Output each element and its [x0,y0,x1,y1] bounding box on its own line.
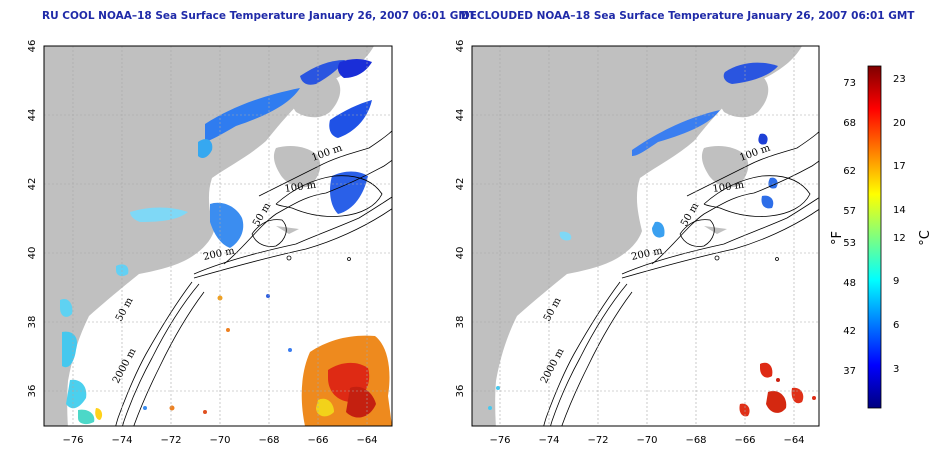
right-lon-tick: −70 [636,435,657,446]
celsius-tick: 9 [893,276,899,287]
colorbar-gradient [867,65,882,409]
colorbar: 73 68 62 57 53 48 42 37 23 20 17 14 12 9… [830,65,933,409]
right-sst-swaths [488,62,816,417]
left-contour-label-100m-b: 100 m [284,180,317,195]
left-lon-tick: −64 [356,435,377,446]
right-lon-tick: −66 [734,435,755,446]
right-lat-tick: 38 [455,316,466,329]
right-panel-title: DECLOUDED NOAA–18 Sea Surface Temperatur… [461,10,915,22]
right-lat-tick: 44 [455,109,466,122]
right-lon-tick: −64 [783,435,804,446]
left-lon-tick: −72 [160,435,181,446]
fahrenheit-tick: 42 [843,326,856,337]
colorbar-fahrenheit-label: °F [830,231,845,245]
left-lon-tick: −66 [307,435,328,446]
celsius-tick: 17 [893,161,906,172]
left-gridlines [44,46,392,426]
fahrenheit-tick: 73 [843,78,856,89]
celsius-tick: 23 [893,74,906,85]
left-lat-tick: 44 [27,109,38,122]
left-lon-tick: −70 [209,435,230,446]
left-lon-tick: −76 [62,435,83,446]
right-lon-tick: −72 [587,435,608,446]
left-lat-tick: 40 [27,247,38,260]
left-lat-tick: 42 [27,178,38,191]
right-lat-axis: 36 38 40 42 44 46 [455,40,466,398]
left-lat-tick: 36 [27,385,38,398]
colorbar-celsius-ticks: 23 20 17 14 12 9 6 3 [893,74,906,375]
left-lat-tick: 38 [27,316,38,329]
right-lat-tick: 42 [455,178,466,191]
fahrenheit-tick: 57 [843,206,856,217]
right-lat-tick: 36 [455,385,466,398]
left-lon-tick: −68 [258,435,279,446]
left-lat-axis: 36 38 40 42 44 46 [27,40,38,398]
celsius-tick: 3 [893,364,899,375]
right-lat-tick: 46 [455,40,466,53]
left-lon-tick: −74 [111,435,132,446]
fahrenheit-tick: 62 [843,166,856,177]
right-gridlines [472,46,819,426]
celsius-tick: 20 [893,118,906,129]
fahrenheit-tick: 37 [843,366,856,377]
celsius-tick: 6 [893,320,899,331]
right-map: 100 m 100 m 50 m 200 m 50 m 2000 m [472,46,819,426]
left-panel-title: RU COOL NOAA–18 Sea Surface Temperature … [42,10,476,22]
left-map: 100 m 100 m 50 m 200 m 50 m 2000 m [44,46,392,426]
left-sst-swaths [60,59,392,426]
fahrenheit-tick: 53 [843,238,856,249]
fahrenheit-tick: 48 [843,278,856,289]
left-lon-axis: −76 −74 −72 −70 −68 −66 −64 [62,435,377,446]
right-map-frame [471,45,820,427]
right-lon-axis: −76 −74 −72 −70 −68 −66 −64 [489,435,804,446]
right-lat-tick: 40 [455,247,466,260]
right-lon-tick: −76 [489,435,510,446]
celsius-tick: 14 [893,205,906,216]
celsius-tick: 12 [893,233,906,244]
right-lon-tick: −68 [685,435,706,446]
fahrenheit-tick: 68 [843,118,856,129]
right-contour-label-100m-b: 100 m [712,180,745,195]
left-map-frame [43,45,393,427]
colorbar-fahrenheit-ticks: 73 68 62 57 53 48 42 37 [843,78,856,377]
left-lat-tick: 46 [27,40,38,53]
right-lon-tick: −74 [538,435,559,446]
colorbar-celsius-label: °C [918,230,933,246]
